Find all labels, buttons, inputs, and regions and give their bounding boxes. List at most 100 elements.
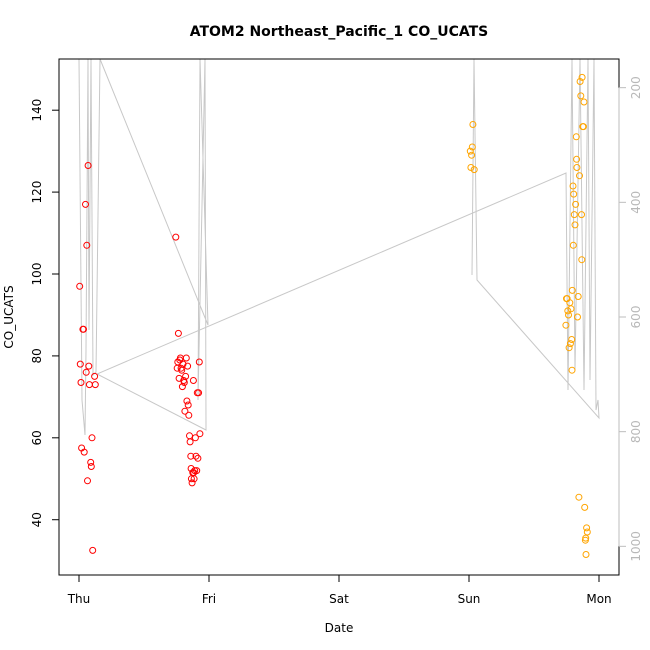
y-tick-label: 120 bbox=[30, 181, 44, 204]
data-point-series-2 bbox=[466, 147, 474, 155]
data-point-series-1 bbox=[80, 448, 88, 456]
data-point-series-1 bbox=[185, 411, 193, 419]
data-point-series-1 bbox=[76, 360, 84, 368]
chart-title: ATOM2 Northeast_Pacific_1 CO_UCATS bbox=[190, 24, 489, 40]
data-point-series-1 bbox=[91, 372, 99, 380]
data-point-series-2 bbox=[580, 98, 588, 106]
x-tick-label: Mon bbox=[586, 592, 611, 606]
data-point-series-2 bbox=[575, 493, 583, 501]
data-point-series-1 bbox=[182, 372, 190, 380]
data-point-series-2 bbox=[562, 321, 570, 329]
data-point-series-1 bbox=[183, 397, 191, 405]
data-point-series-1 bbox=[77, 379, 85, 386]
data-point-series-2 bbox=[574, 293, 582, 300]
y-tick-label: 140 bbox=[30, 99, 44, 122]
x-tick-label: Thu bbox=[67, 592, 91, 606]
data-point-series-2 bbox=[567, 305, 575, 313]
data-point-series-2 bbox=[568, 336, 576, 343]
y-tick-label: 80 bbox=[30, 348, 44, 363]
data-point-series-1 bbox=[87, 463, 95, 470]
y-tick-label: 60 bbox=[30, 430, 44, 445]
data-point-series-1 bbox=[184, 401, 192, 409]
data-point-series-2 bbox=[583, 524, 591, 532]
data-point-series-1 bbox=[194, 454, 202, 462]
data-point-series-1 bbox=[181, 407, 189, 415]
data-point-series-1 bbox=[191, 434, 199, 442]
data-point-series-1 bbox=[193, 467, 201, 475]
x-axis-label: Date bbox=[325, 621, 354, 635]
data-point-series-2 bbox=[571, 221, 579, 229]
data-point-series-2 bbox=[573, 155, 581, 163]
data-point-series-1 bbox=[84, 162, 92, 169]
data-point-series-1 bbox=[83, 241, 91, 249]
data-point-series-1 bbox=[192, 452, 200, 460]
data-point-series-1 bbox=[186, 432, 193, 440]
data-point-series-1 bbox=[84, 477, 91, 485]
data-point-series-2 bbox=[576, 78, 584, 85]
data-point-series-1 bbox=[196, 430, 204, 438]
data-point-series-2 bbox=[578, 211, 585, 219]
data-point-series-2 bbox=[581, 503, 589, 511]
data-point-series-1 bbox=[182, 354, 190, 362]
data-point-series-1 bbox=[82, 368, 90, 376]
secondary-tick-label: 1000 bbox=[629, 531, 643, 562]
data-point-series-1 bbox=[89, 546, 97, 554]
data-point-series-2 bbox=[568, 366, 576, 374]
data-point-series-2 bbox=[569, 241, 577, 249]
data-point-series-2 bbox=[578, 73, 586, 81]
data-point-series-1 bbox=[179, 360, 187, 368]
data-point-series-1 bbox=[186, 438, 194, 446]
secondary-tick-label: 400 bbox=[629, 191, 643, 214]
data-point-series-2 bbox=[569, 182, 577, 190]
data-point-series-1 bbox=[189, 377, 197, 384]
data-point-series-1 bbox=[174, 329, 182, 337]
y-tick-label: 40 bbox=[30, 512, 44, 527]
data-point-series-1 bbox=[88, 434, 96, 442]
data-point-series-2 bbox=[468, 151, 476, 159]
x-tick-label: Sat bbox=[329, 592, 349, 606]
data-point-series-1 bbox=[190, 475, 198, 483]
data-point-series-2 bbox=[578, 256, 586, 264]
x-tick-label: Sun bbox=[458, 592, 481, 606]
data-point-series-2 bbox=[574, 313, 581, 321]
data-point-series-2 bbox=[576, 172, 583, 180]
flight-track-line bbox=[78, 58, 600, 436]
secondary-tick-label: 600 bbox=[629, 306, 643, 329]
plot-frame bbox=[58, 58, 620, 576]
data-point-series-1 bbox=[82, 200, 89, 208]
axes: Thu Fri Sat Sun Mon 40 60 80 100 120 140 200 400 600 8… bbox=[30, 76, 643, 606]
secondary-tick-label: 800 bbox=[629, 420, 643, 443]
data-point-series-2 bbox=[573, 164, 581, 171]
data-point-series-2 bbox=[470, 166, 478, 174]
data-point-series-2 bbox=[566, 340, 574, 348]
data-point-series-2 bbox=[582, 551, 590, 558]
data-point-series-2 bbox=[570, 211, 578, 219]
data-point-series-2 bbox=[570, 190, 578, 198]
data-point-series-2 bbox=[577, 92, 585, 100]
data-point-series-1 bbox=[80, 325, 87, 333]
data-point-series-1 bbox=[76, 282, 84, 290]
flight-track bbox=[78, 58, 600, 436]
data-point-series-1 bbox=[91, 381, 99, 389]
data-point-series-2 bbox=[568, 286, 576, 294]
data-points bbox=[76, 73, 591, 558]
data-point-series-2 bbox=[583, 528, 591, 536]
data-point-series-2 bbox=[469, 121, 477, 128]
secondary-tick-label: 200 bbox=[629, 76, 643, 99]
data-point-series-1 bbox=[191, 467, 199, 475]
data-point-series-1 bbox=[195, 358, 203, 366]
y-axis-label: CO_UCATS bbox=[2, 285, 16, 348]
data-point-series-1 bbox=[184, 362, 192, 370]
data-point-series-1 bbox=[195, 389, 203, 397]
data-point-series-1 bbox=[85, 381, 93, 389]
data-point-series-1 bbox=[85, 362, 93, 370]
data-point-series-1 bbox=[172, 233, 180, 241]
data-point-series-2 bbox=[565, 311, 572, 319]
data-point-series-1 bbox=[187, 452, 195, 460]
data-point-series-2 bbox=[468, 143, 476, 151]
x-tick-label: Fri bbox=[202, 592, 216, 606]
data-point-series-1 bbox=[188, 479, 196, 487]
data-point-series-1 bbox=[87, 458, 95, 466]
data-point-series-2 bbox=[579, 123, 587, 131]
